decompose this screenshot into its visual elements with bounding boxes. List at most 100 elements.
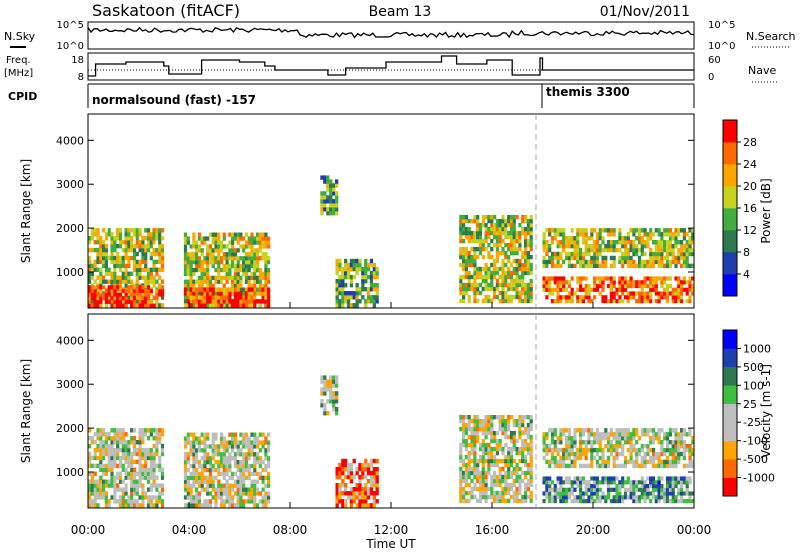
echo-cell (138, 228, 142, 233)
echo-cell (685, 480, 689, 485)
echo-cell (481, 246, 485, 252)
echo-cell (132, 491, 137, 496)
echo-cell (189, 495, 193, 500)
echo-cell (372, 262, 376, 268)
echo-cell (355, 266, 359, 272)
echo-cell (222, 463, 226, 469)
echo-cell (261, 432, 265, 437)
echo-cell (548, 283, 552, 289)
echo-cell (244, 499, 249, 504)
echo-cell (192, 236, 196, 241)
echo-cell (208, 256, 213, 261)
echo-cell (473, 442, 477, 448)
echo-cell (501, 294, 505, 300)
echo-cell (478, 246, 483, 252)
echo-cell (680, 255, 684, 261)
echo-cell (349, 303, 354, 308)
echo-cell (495, 498, 499, 504)
echo-cell (93, 228, 97, 233)
echo-cell (233, 432, 237, 437)
echo-cell (118, 228, 123, 233)
echo-cell (495, 458, 499, 464)
echo-cell (183, 271, 188, 277)
echo-cell (256, 275, 260, 280)
echo-cell (570, 436, 574, 441)
echo-cell (247, 452, 251, 457)
echo-cell (160, 251, 165, 257)
echo-cell (646, 487, 650, 492)
echo-cell (195, 267, 199, 273)
echo-cell (361, 470, 365, 476)
echo-cell (607, 436, 611, 441)
echo-cell (688, 455, 692, 461)
echo-cell (110, 440, 114, 445)
echo-cell (160, 295, 165, 300)
echo-cell (493, 230, 497, 236)
echo-cell (567, 259, 571, 265)
echo-cell (487, 430, 491, 436)
echo-cell (344, 266, 348, 272)
echo-cell (220, 452, 224, 457)
echo-cell (598, 499, 602, 504)
echo-cell (685, 259, 689, 265)
echo-cell (211, 495, 215, 500)
echo-cell (462, 442, 466, 448)
echo-cell (470, 262, 474, 268)
echo-cell (607, 432, 611, 437)
echo-cell (267, 432, 271, 437)
echo-cell (607, 440, 611, 445)
echo-cell (473, 418, 477, 424)
echo-cell (225, 303, 229, 308)
echo-cell (375, 474, 379, 480)
echo-cell (144, 243, 148, 249)
echo-cell (459, 250, 463, 256)
echo-cell (526, 426, 530, 432)
echo-cell (206, 260, 210, 265)
echo-cell (677, 295, 681, 300)
echo-cell (231, 236, 235, 241)
echo-cell (609, 451, 613, 457)
echo-cell (366, 470, 371, 476)
echo-cell (355, 470, 359, 476)
y-tick-label: 1000 (56, 266, 84, 279)
echo-cell (258, 291, 262, 296)
echo-cell (649, 280, 653, 285)
echo-cell (623, 432, 628, 437)
echo-cell (512, 282, 516, 288)
echo-cell (341, 291, 345, 296)
echo-cell (498, 426, 502, 432)
echo-cell (186, 236, 190, 241)
echo-cell (197, 483, 201, 488)
echo-cell (90, 296, 94, 301)
echo-cell (688, 476, 692, 481)
echo-cell (660, 495, 664, 500)
echo-cell (473, 218, 477, 224)
echo-cell (96, 479, 100, 484)
echo-cell (338, 483, 342, 488)
echo-cell (146, 451, 151, 457)
noise-sky-trace (87, 26, 695, 39)
echo-cell (222, 460, 226, 465)
echo-cell (570, 440, 574, 445)
echo-cell (462, 474, 466, 480)
echo-cell (338, 462, 342, 468)
echo-cell (671, 291, 675, 296)
echo-cell (338, 495, 342, 500)
echo-cell (550, 228, 555, 233)
echo-cell (629, 487, 633, 492)
echo-cell (524, 230, 528, 236)
echo-cell (228, 487, 232, 492)
echo-cell (335, 195, 339, 200)
echo-cell (118, 495, 123, 500)
echo-cell (197, 299, 201, 304)
echo-cell (674, 240, 678, 245)
echo-cell (102, 428, 106, 433)
echo-cell (352, 458, 356, 464)
echo-cell (462, 430, 466, 436)
echo-cell (189, 440, 193, 445)
echo-cell (524, 258, 528, 264)
echo-cell (189, 256, 193, 261)
echo-cell (135, 251, 139, 257)
echo-cell (660, 483, 664, 489)
echo-cell (623, 247, 628, 253)
